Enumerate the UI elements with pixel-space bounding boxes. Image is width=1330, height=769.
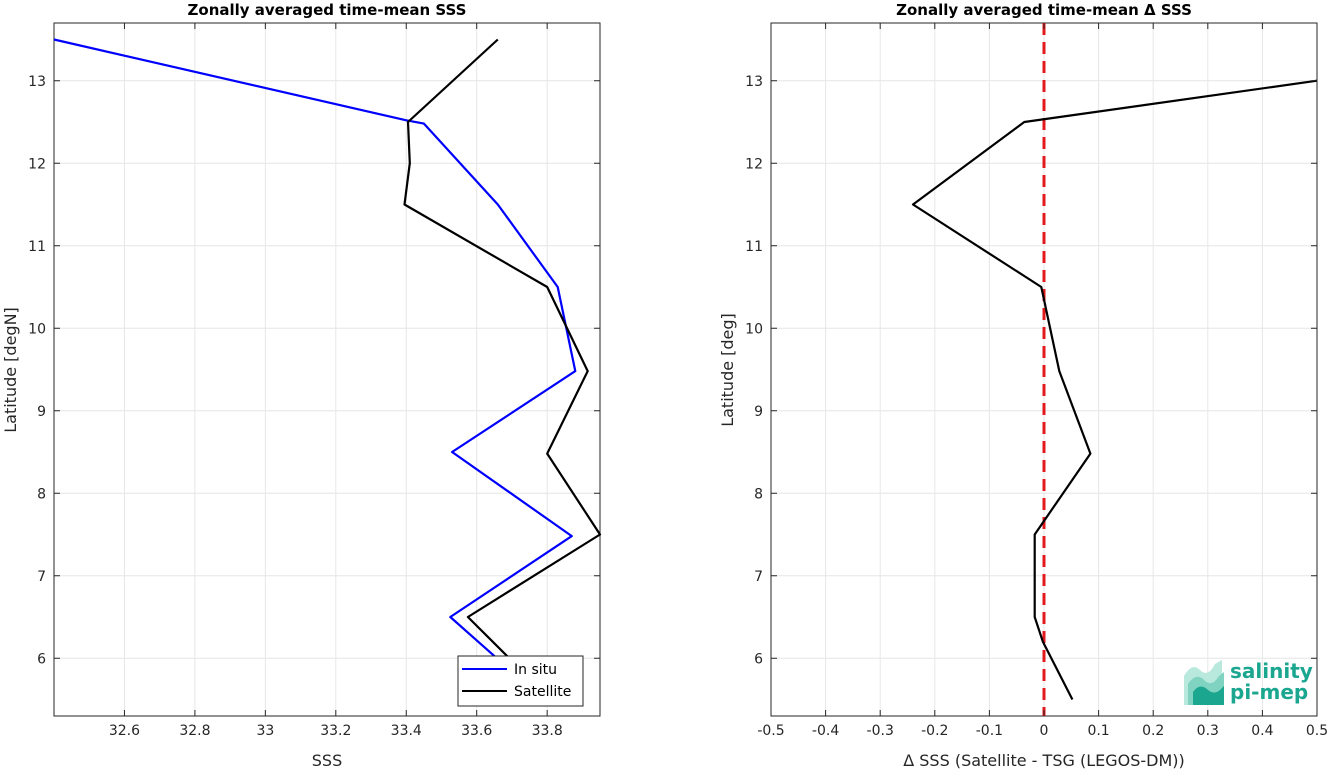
x-tick-label-left: 33.8 [532,723,563,739]
y-tick-label-right: 12 [745,156,763,172]
y-tick-label-right: 11 [745,239,763,255]
salinity-pi-mep-logo: salinity pi-mep [1184,659,1313,705]
y-tick-label-left: 13 [28,74,46,90]
y-tick-label-left: 8 [37,486,46,502]
x-tick-label-right: -0.1 [976,723,1003,739]
y-tick-label-left: 7 [37,569,46,585]
series-line-satellite [403,38,602,660]
legend-box [457,655,584,707]
series-line-delta [911,79,1318,701]
chart-title-right: Zonally averaged time-mean Δ SSS [896,1,1192,19]
grid-left [54,23,600,716]
x-axis-label-left: SSS [312,751,342,769]
x-tick-label-right: 0.4 [1251,723,1273,739]
logo-text-pi-mep: pi-mep [1230,680,1308,704]
chart-title-left: Zonally averaged time-mean SSS [188,1,467,19]
y-tick-label-right: 10 [745,321,763,337]
x-tick-label-left: 33 [256,723,274,739]
x-tick-label-right: 0.3 [1197,723,1219,739]
y-tick-label-right: 7 [754,569,763,585]
x-tick-label-right: 0.5 [1306,723,1328,739]
legend-label-satellite: Satellite [514,684,571,700]
y-tick-label-left: 10 [28,321,46,337]
series-left [53,38,602,660]
x-tick-label-left: 33.2 [320,723,351,739]
wave-logo-icon [1184,660,1224,705]
y-tick-label-left: 6 [37,651,46,667]
x-tick-label-left: 33.6 [461,723,492,739]
y-axis-label-right: Latitude [deg] [718,313,737,427]
x-tick-label-right: -0.2 [921,723,948,739]
y-tick-label-right: 13 [745,74,763,90]
y-tick-label-right: 8 [754,486,763,502]
x-tick-label-right: 0.1 [1087,723,1109,739]
legend-label-in-situ: In situ [514,662,557,678]
y-axis-label-left: Latitude [degN] [1,307,20,433]
y-tick-label-left: 11 [28,239,46,255]
x-tick-label-left: 32.8 [179,723,210,739]
axes-box-left [53,22,601,717]
x-tick-label-right: -0.5 [757,723,784,739]
x-tick-label-left: 32.6 [109,723,140,739]
x-axis-label-right: Δ SSS (Satellite - TSG (LEGOS-DM)) [903,751,1185,769]
series-right [911,79,1318,701]
legend: In situ Satellite [457,655,584,707]
logo-text-salinity: salinity [1230,659,1313,683]
x-tick-label-right: -0.3 [867,723,894,739]
x-tick-label-right: -0.4 [812,723,839,739]
x-tick-label-left: 33.4 [391,723,422,739]
panel-sss: 32.6 32.8 33 33.2 33.4 33.6 33.8 6 7 8 9 10 11 12 13 Z… [1,1,602,769]
y-tick-label-right: 6 [754,651,763,667]
y-tick-label-left: 12 [28,156,46,172]
y-tick-label-right: 9 [754,404,763,420]
ticks-right: -0.5 -0.4 -0.3 -0.2 -0.1 0 0.1 0.2 0.3 0.4 0.5 6 7 8 9… [745,23,1328,739]
panel-delta-sss: -0.5 -0.4 -0.3 -0.2 -0.1 0 0.1 0.2 0.3 0.4 0.5 6 7 8 9… [718,1,1328,769]
x-tick-label-right: 0 [1040,723,1049,739]
x-tick-label-right: 0.2 [1142,723,1164,739]
ticks-left: 32.6 32.8 33 33.2 33.4 33.6 33.8 6 7 8 9 10 11 12 13 [28,23,600,739]
y-tick-label-left: 9 [37,404,46,420]
series-line-in-situ [53,38,577,660]
